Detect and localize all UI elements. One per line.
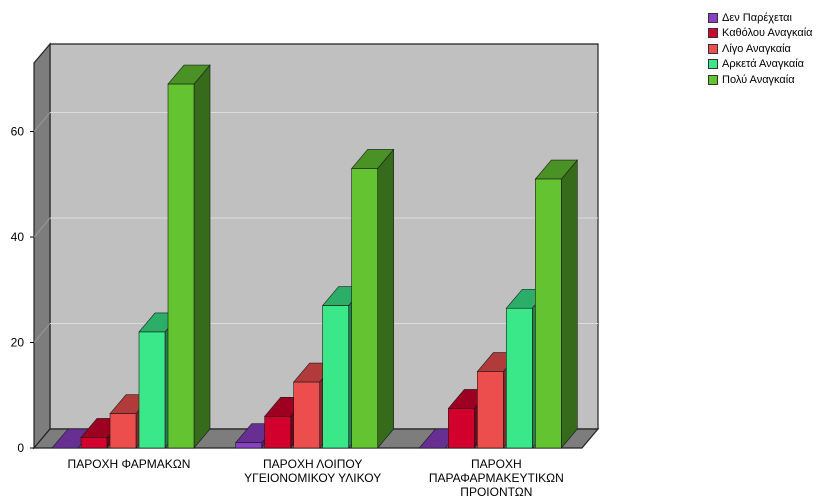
bars <box>51 64 578 449</box>
legend-swatch <box>708 59 718 70</box>
legend-swatch <box>708 43 718 54</box>
legend-item: Πολύ Αναγκαία <box>708 72 813 88</box>
legend: Δεν Παρέχεται Καθόλου Αναγκαία Λίγο Αναγκα… <box>708 10 813 88</box>
x-axis-labels: ΠΑΡΟΧΗ ΦΑΡΜΑΚΩΝ ΠΑΡΟΧΗ ΛΟΙΠΟΥΥΓΕΙΟΝΟΜΙΚΟΥ… <box>68 457 564 499</box>
legend-label: Καθόλου Αναγκαία <box>722 27 813 40</box>
x-tick-label: ΠΑΡΟΧΗ ΦΑΡΜΑΚΩΝ <box>68 457 191 471</box>
x-tick-label: ΠΑΡΟΧΗ ΛΟΙΠΟΥ <box>263 457 362 471</box>
y-tick-label: 60 <box>11 125 25 139</box>
x-tick-label: ΠΑΡΟΧΗ <box>471 457 522 471</box>
y-axis: 0 20 40 60 <box>11 125 34 455</box>
legend-item: Καθόλου Αναγκαία <box>708 26 813 42</box>
legend-item: Αρκετά Αναγκαία <box>708 57 813 73</box>
legend-item: Λίγο Αναγκαία <box>708 41 813 57</box>
y-tick-label: 20 <box>11 336 25 350</box>
bar <box>351 148 395 449</box>
bar <box>534 159 578 449</box>
x-tick-label: ΠΡΟΙΟΝΤΩΝ <box>460 485 532 499</box>
legend-label: Λίγο Αναγκαία <box>722 42 791 55</box>
side-wall <box>33 42 51 450</box>
legend-swatch <box>708 74 718 85</box>
gridline-side <box>33 112 51 132</box>
legend-swatch <box>708 28 718 39</box>
legend-label: Πολύ Αναγκαία <box>722 73 795 86</box>
gridline-side <box>33 323 51 343</box>
legend-label: Δεν Παρέχεται <box>722 11 792 24</box>
legend-swatch <box>708 12 718 23</box>
legend-label: Αρκετά Αναγκαία <box>722 58 805 71</box>
gridline-side <box>33 217 51 238</box>
x-tick-label: ΥΓΕΙΟΝΟΜΙΚΟΥ ΥΛΙΚΟΥ <box>244 471 381 485</box>
bar <box>167 64 211 449</box>
x-tick-label: ΠΑΡΑΦΑΡΜΑΚΕΥΤΙΚΩΝ <box>429 471 564 485</box>
y-tick-label: 40 <box>11 230 25 244</box>
legend-item: Δεν Παρέχεται <box>708 10 813 26</box>
y-tick-label: 0 <box>17 441 24 455</box>
